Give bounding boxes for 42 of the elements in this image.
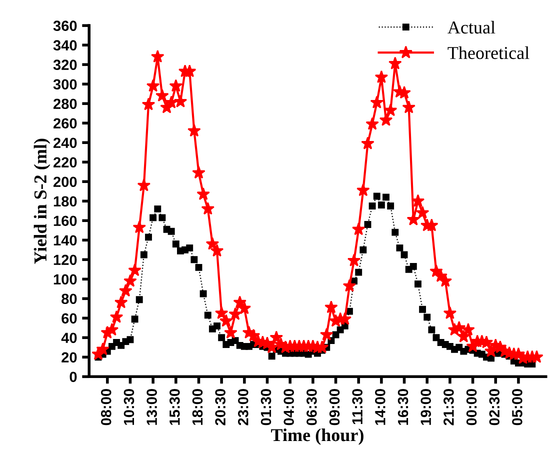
x-tick-label: 08:00 bbox=[100, 389, 112, 426]
y-tick-label: 280 bbox=[53, 98, 77, 110]
x-tick-label: 00:00 bbox=[466, 389, 477, 426]
y-tick-label: 260 bbox=[53, 118, 77, 129]
y-tick-label: 100 bbox=[54, 274, 77, 285]
legend-label: Actual bbox=[448, 20, 496, 34]
x-tick-label: 21:30 bbox=[444, 389, 454, 426]
y-tick-label: 300 bbox=[53, 79, 77, 90]
y-tick-label: 40 bbox=[61, 332, 77, 344]
y-tick-label: 340 bbox=[53, 40, 77, 51]
y-tick-label: 320 bbox=[53, 60, 77, 70]
y-tick-label: 160 bbox=[54, 216, 77, 226]
x-tick-label: 04:00 bbox=[284, 389, 294, 426]
x-tick-label: 01:30 bbox=[260, 389, 272, 426]
y-tick-label: 200 bbox=[53, 176, 77, 188]
x-tick-label: 18:00 bbox=[192, 389, 203, 425]
x-tick-label: 19:00 bbox=[420, 389, 432, 425]
y-tick-label: 0 bbox=[70, 372, 77, 382]
x-tick-label: 20:30 bbox=[215, 389, 226, 426]
y-tick-label: 220 bbox=[53, 157, 77, 168]
y-tick-label: 140 bbox=[54, 235, 77, 246]
legend-label: Theoretical bbox=[448, 46, 530, 60]
y-tick-label: 360 bbox=[53, 20, 77, 32]
x-tick-label: 10:30 bbox=[124, 389, 134, 425]
y-axis-title: Yield in S-2 (ml) bbox=[34, 138, 50, 264]
y-tick-label: 20 bbox=[62, 352, 77, 363]
y-tick-label: 120 bbox=[54, 254, 77, 266]
x-tick-label: 06:30 bbox=[306, 389, 317, 426]
x-tick-label: 02:30 bbox=[489, 389, 500, 426]
x-tick-label: 09:00 bbox=[329, 389, 340, 426]
x-tick-label: 16:30 bbox=[398, 389, 408, 425]
x-tick-label: 05:00 bbox=[512, 389, 522, 426]
y-tick-label: 180 bbox=[54, 196, 77, 207]
x-tick-label: 13:00 bbox=[146, 389, 157, 425]
x-tick-label: 15:30 bbox=[169, 389, 180, 425]
y-tick-label: 240 bbox=[53, 138, 77, 148]
x-tick-label: 14:00 bbox=[375, 389, 386, 425]
x-axis-title: Time (hour) bbox=[271, 428, 364, 445]
x-tick-label: 23:00 bbox=[238, 389, 248, 426]
y-tick-label: 80 bbox=[62, 294, 77, 304]
y-tick-label: 60 bbox=[62, 313, 77, 324]
x-tick-label: 11:30 bbox=[352, 389, 363, 424]
